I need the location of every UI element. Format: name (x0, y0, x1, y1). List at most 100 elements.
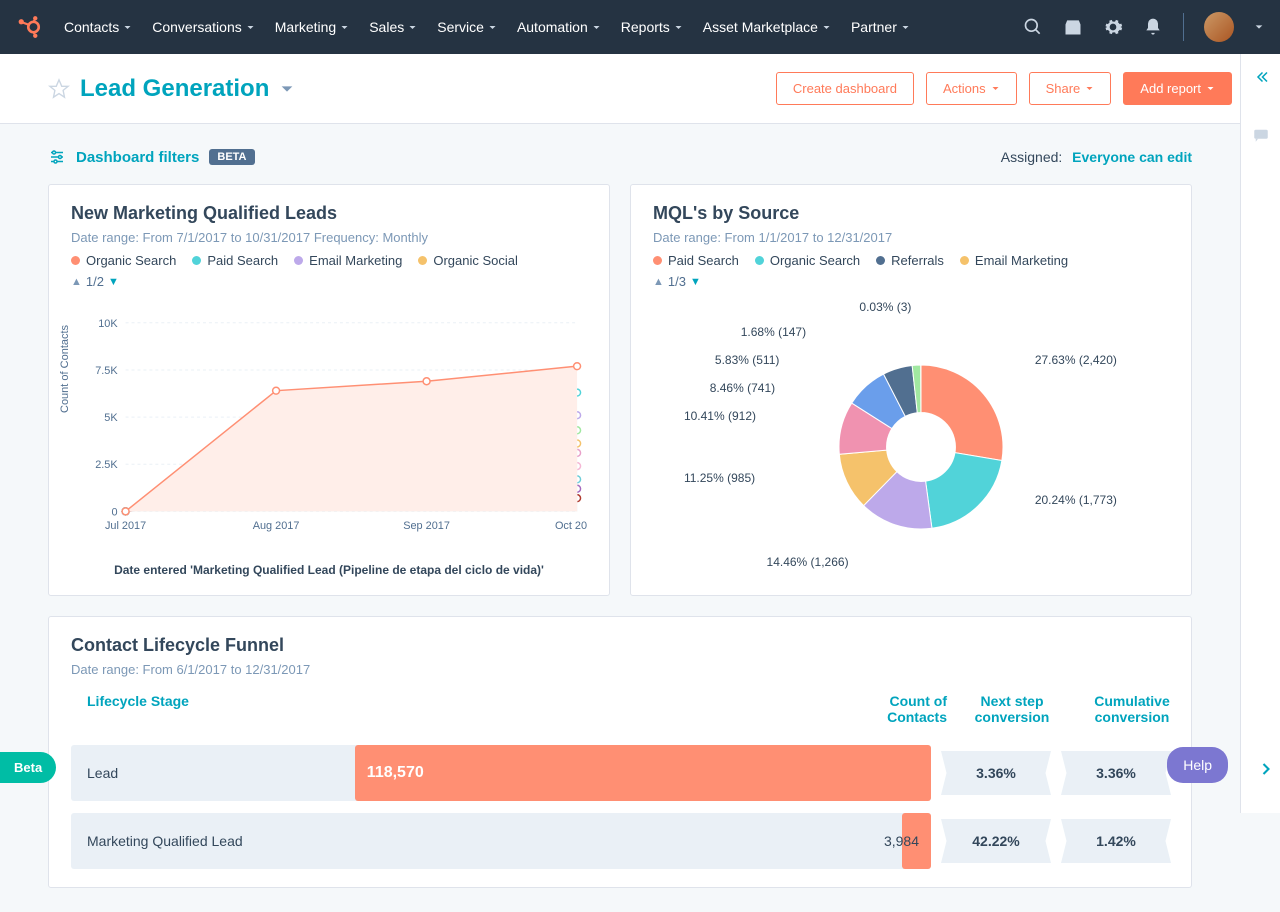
card2-sub: Date range: From 1/1/2017 to 12/31/2017 (653, 230, 1169, 245)
cum-conversion: 3.36% (1061, 751, 1171, 795)
stage-label: Lead (87, 765, 118, 781)
pager-down-icon[interactable]: ▼ (108, 276, 119, 288)
actions-button[interactable]: Actions (926, 72, 1017, 105)
filter-icon[interactable] (48, 148, 66, 166)
pie-label: 20.24% (1,773) (1035, 493, 1117, 507)
legend-item[interactable]: Paid Search (653, 253, 739, 268)
chevron-down-icon[interactable] (1254, 22, 1264, 32)
legend-item[interactable]: Organic Search (755, 253, 860, 268)
add-report-button[interactable]: Add report (1123, 72, 1232, 105)
card3-sub: Date range: From 6/1/2017 to 12/31/2017 (71, 662, 1169, 677)
legend-item[interactable]: Organic Social (418, 253, 518, 268)
svg-text:Sep 2017: Sep 2017 (403, 520, 450, 532)
funnel-header: Lifecycle Stage Count of Contacts Next s… (71, 685, 1169, 733)
pie-label: 14.46% (1,266) (767, 555, 849, 569)
stage-label: Marketing Qualified Lead (87, 833, 243, 849)
card1-sub: Date range: From 7/1/2017 to 10/31/2017 … (71, 230, 587, 245)
svg-text:7.5K: 7.5K (95, 365, 118, 377)
nav-item-automation[interactable]: Automation (517, 19, 601, 35)
card2-legend: Paid Search Organic Search Referrals Email … (653, 253, 1169, 268)
pager-up-icon[interactable]: ▲ (71, 276, 82, 288)
card2-title: MQL's by Source (653, 203, 1169, 224)
legend-item[interactable]: Email Marketing (960, 253, 1068, 268)
pager-down-icon[interactable]: ▼ (690, 276, 701, 288)
nav-item-partner[interactable]: Partner (851, 19, 910, 35)
nav-item-marketing[interactable]: Marketing (275, 19, 349, 35)
x-axis-label: Date entered 'Marketing Qualified Lead (… (71, 563, 587, 577)
star-icon[interactable] (48, 78, 70, 100)
filters-row: Dashboard filters BETA Assigned: Everyon… (48, 148, 1192, 166)
header-cum[interactable]: Cumulative conversion (1077, 693, 1187, 725)
beta-badge: BETA (209, 149, 254, 165)
card-funnel: Contact Lifecycle Funnel Date range: Fro… (48, 616, 1192, 888)
page-header: Lead Generation Create dashboard Actions… (0, 54, 1280, 124)
next-conversion: 3.36% (941, 751, 1051, 795)
next-conversion: 42.22% (941, 819, 1051, 863)
svg-text:Oct 2017: Oct 2017 (555, 520, 587, 532)
svg-text:2.5K: 2.5K (95, 459, 118, 471)
pager-up-icon[interactable]: ▲ (653, 276, 664, 288)
header-stage[interactable]: Lifecycle Stage (87, 693, 827, 725)
actions-label: Actions (943, 81, 986, 96)
nav-item-sales[interactable]: Sales (369, 19, 417, 35)
card1-legend: Organic Search Paid Search Email Marketing… (71, 253, 587, 268)
pie-label: 8.46% (741) (710, 381, 775, 395)
card2-pager: ▲ 1/3 ▼ (653, 274, 1169, 289)
legend-item[interactable]: Organic Search (71, 253, 176, 268)
search-icon[interactable] (1023, 17, 1043, 37)
svg-text:0: 0 (112, 506, 118, 518)
assigned-value[interactable]: Everyone can edit (1072, 149, 1192, 165)
nav-item-service[interactable]: Service (437, 19, 497, 35)
share-label: Share (1046, 81, 1081, 96)
pie-label: 11.25% (985) (684, 471, 755, 485)
bell-icon[interactable] (1143, 17, 1163, 37)
nav-item-asset-marketplace[interactable]: Asset Marketplace (703, 19, 831, 35)
top-nav: Contacts Conversations Marketing Sales S… (0, 0, 1280, 54)
card1-pager: ▲ 1/2 ▼ (71, 274, 587, 289)
right-rail (1240, 54, 1280, 813)
card-mql-leads: New Marketing Qualified Leads Date range… (48, 184, 610, 596)
area-chart: Count of Contacts 02.5K5K7.5K10KJul 2017… (71, 297, 587, 557)
y-axis-label: Count of Contacts (59, 325, 71, 413)
assigned-label: Assigned: (1001, 149, 1062, 165)
legend-item[interactable]: Referrals (876, 253, 944, 268)
nav-item-reports[interactable]: Reports (621, 19, 683, 35)
avatar[interactable] (1204, 12, 1234, 42)
dashboard-filters-link[interactable]: Dashboard filters (76, 149, 199, 166)
pie-label: 5.83% (511) (715, 353, 779, 367)
collapse-icon[interactable] (1252, 68, 1270, 86)
add-report-label: Add report (1140, 81, 1201, 96)
funnel-row: Marketing Qualified Lead 3,984 42.22%1.42% (71, 813, 1169, 869)
header-count[interactable]: Count of Contacts (827, 693, 947, 725)
title-dropdown-icon[interactable] (279, 81, 295, 97)
page-title: Lead Generation (80, 75, 269, 103)
legend-item[interactable]: Paid Search (192, 253, 278, 268)
header-next[interactable]: Next step conversion (957, 693, 1067, 725)
expand-arrow-icon[interactable] (1256, 759, 1276, 779)
stage-value: 3,984 (884, 833, 919, 849)
marketplace-icon[interactable] (1063, 17, 1083, 37)
nav-item-contacts[interactable]: Contacts (64, 19, 132, 35)
hubspot-logo[interactable] (16, 13, 44, 41)
funnel-row: Lead118,5703.36%3.36% (71, 745, 1169, 801)
gear-icon[interactable] (1103, 17, 1123, 37)
legend-item[interactable]: Email Marketing (294, 253, 402, 268)
svg-text:Aug 2017: Aug 2017 (253, 520, 300, 532)
svg-text:5K: 5K (104, 412, 118, 424)
beta-pill[interactable]: Beta (0, 752, 56, 783)
card1-title: New Marketing Qualified Leads (71, 203, 587, 224)
donut-chart: 27.63% (2,420) 20.24% (1,773) 14.46% (1,26… (653, 297, 1169, 577)
share-button[interactable]: Share (1029, 72, 1112, 105)
pie-label: 27.63% (2,420) (1035, 353, 1117, 367)
comment-icon[interactable] (1252, 126, 1270, 144)
pager-text: 1/3 (668, 274, 686, 289)
pie-label: 10.41% (912) (684, 409, 756, 423)
pager-text: 1/2 (86, 274, 104, 289)
svg-text:Jul 2017: Jul 2017 (105, 520, 146, 532)
svg-text:10K: 10K (98, 318, 118, 330)
nav-item-conversations[interactable]: Conversations (152, 19, 255, 35)
help-button[interactable]: Help (1167, 747, 1228, 783)
cum-conversion: 1.42% (1061, 819, 1171, 863)
create-dashboard-button[interactable]: Create dashboard (776, 72, 914, 105)
pie-label: 1.68% (147) (741, 325, 806, 339)
